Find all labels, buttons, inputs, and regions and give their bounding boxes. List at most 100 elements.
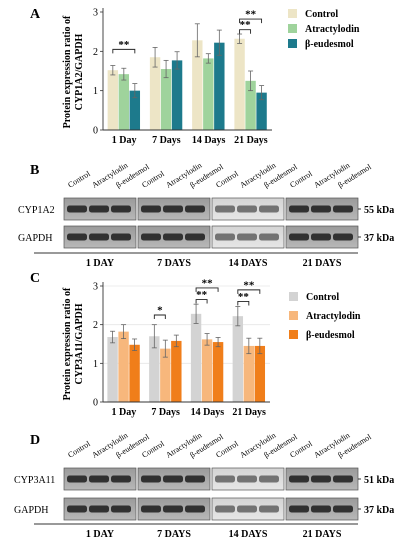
y-axis-label-line2: CYP1A2/GAPDH [74,33,85,110]
legend-label: Control [306,292,339,303]
protein-band [185,475,205,483]
timepoint-label: 14 DAYS [229,258,268,269]
significance-bracket: ** [112,39,136,54]
protein-band [289,233,309,241]
row-label: CYP3A11 [14,475,55,486]
bar [129,90,141,130]
bar [212,342,224,402]
x-tick-label: 21 Days [232,407,266,418]
protein-band [289,205,309,213]
protein-band [215,233,235,241]
bar [190,313,202,402]
x-tick-label: 1 Day [112,407,137,418]
x-tick-label: 21 Days [234,135,268,146]
significance-label: ** [202,277,214,289]
bar [160,348,171,402]
protein-band [111,233,131,241]
legend-swatch [289,311,298,320]
western-blot-b: ControlAtractylodinβ-eudesmolControlAtra… [18,161,394,269]
protein-band [333,233,353,241]
protein-band [67,205,87,213]
protein-band [237,475,257,483]
legend-label: Atractylodin [306,311,361,322]
bar [107,70,119,130]
bar [129,344,140,402]
y-tick-label: 2 [93,320,98,331]
bracket-line [195,299,208,304]
panel-label-a: A [30,7,41,22]
bar [160,69,172,130]
row-label: GAPDH [14,505,48,516]
lane-label: Control [66,439,92,460]
protein-band [111,475,131,483]
bracket-line [239,29,252,34]
bracket-line [153,314,166,319]
legend-swatch [289,292,298,301]
timepoint-label: 1 DAY [86,258,115,269]
timepoint-label: 7 DAYS [157,529,191,540]
protein-band [333,505,353,513]
y-axis-label-line2: CYP3A11/GAPDH [74,303,85,384]
bracket-line [195,287,219,292]
protein-band [259,233,279,241]
panel-label-b: B [30,163,39,178]
protein-band [141,233,161,241]
legend-swatch [288,39,297,48]
bracket-line [237,289,261,294]
timepoint-label: 14 DAYS [229,529,268,540]
y-tick-label: 3 [93,282,98,293]
panel-label-c: C [30,271,40,286]
protein-band [215,505,235,513]
legend-swatch [288,24,297,33]
significance-bracket: ** [239,9,263,24]
y-tick-label: 0 [93,126,98,137]
bar [245,80,256,130]
protein-band [111,205,131,213]
protein-band [141,475,161,483]
bar [256,92,267,130]
legend-label: β-eudesmol [306,330,355,341]
protein-band [333,205,353,213]
protein-band [215,475,235,483]
western-blot-d: ControlAtractylodinβ-eudesmolControlAtra… [14,431,394,540]
x-tick-label: 7 Days [152,135,181,146]
protein-band [259,205,279,213]
protein-band [111,505,131,513]
bar [171,340,182,402]
y-tick-label: 2 [93,47,98,58]
legend-label: Control [305,9,338,20]
significance-bracket: * [153,305,166,319]
significance-label: ** [196,289,208,301]
y-tick-label: 1 [93,359,98,370]
significance-label: ** [240,19,252,31]
significance-bracket: ** [237,279,261,294]
timepoint-label: 1 DAY [86,529,115,540]
protein-band [311,233,331,241]
protein-band [67,233,87,241]
timepoint-label: 21 DAYS [303,529,342,540]
protein-band [141,505,161,513]
significance-label: ** [118,39,130,51]
legend-label: β-eudesmol [305,39,354,50]
bar [149,336,160,402]
protein-band [163,505,183,513]
bar [118,331,129,402]
protein-band [259,475,279,483]
protein-band [89,205,109,213]
protein-band [259,505,279,513]
protein-band [89,475,109,483]
bracket-line [239,18,263,24]
significance-label: * [157,305,163,317]
protein-band [289,505,309,513]
protein-band [163,475,183,483]
row-label: CYP1A2 [18,205,55,216]
bar [203,58,214,131]
y-tick-label: 3 [93,8,98,19]
bar [214,42,225,130]
legend-swatch [289,330,298,339]
protein-band [237,233,257,241]
molecular-weight-label: 51 kDa [364,475,394,486]
